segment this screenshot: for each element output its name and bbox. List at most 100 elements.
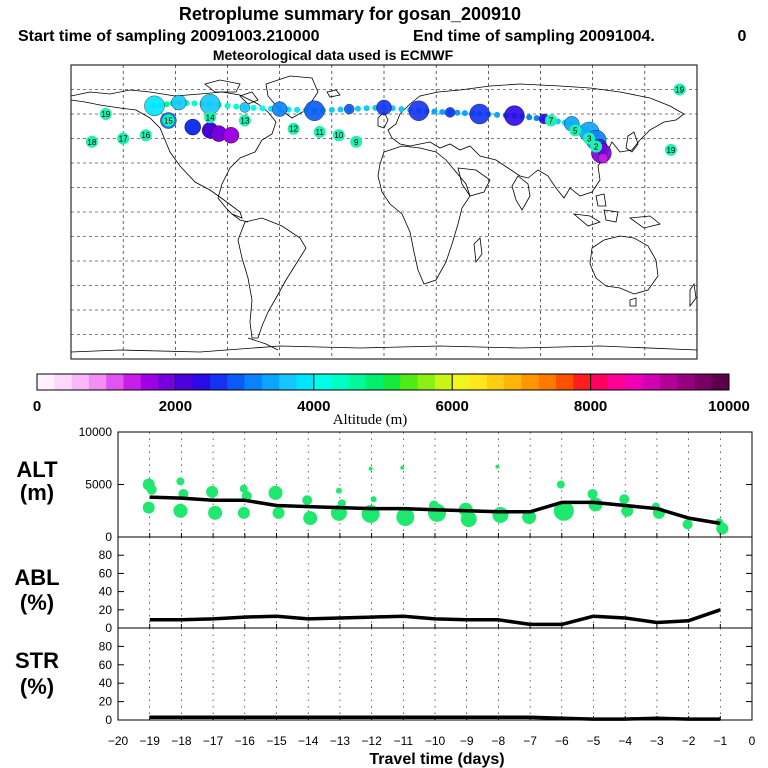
colorbar-cell [54,374,72,390]
altitude-cluster-dot [272,506,285,519]
day-label: 16 [141,131,150,140]
colorbar-cell [590,374,609,390]
plume-cluster-dot [344,103,355,115]
day-label-marker [544,114,557,127]
altitude-cluster-dot [146,484,157,495]
plume-trail-dot [250,104,257,111]
y-tick-label: 40 [99,676,113,690]
plume-cluster-dot [597,152,609,164]
x-tick-label: −11 [394,734,414,748]
plume-trail-dot [439,108,446,115]
day-label-marker [313,125,326,138]
altitude-cluster-dot [682,519,693,530]
altitude-cluster-dot [370,496,377,503]
day-label: 13 [240,117,249,126]
day-label-marker [569,124,582,137]
altitude-cluster-dot [142,501,155,514]
colorbar-tick-label: 4000 [297,398,330,415]
plume-cluster-dot [171,94,187,111]
colorbar-cell [279,374,297,390]
colorbar-tick-label: 10000 [708,398,750,415]
day-label: 10 [334,131,343,140]
panel-alt: 10000 5000 0 [79,425,753,544]
alt-panel-unit: (m) [20,480,54,505]
altitude-cluster-dot [208,505,223,520]
abl-panel-label: ABL [14,565,59,590]
plume-trail-dot [233,103,240,110]
colorbar-cell [123,374,142,390]
colorbar-cell [383,374,401,390]
plume-cluster-dot [408,100,429,121]
day-label-marker [350,135,363,148]
x-tick-label: −12 [361,734,382,748]
abl-series-line [149,608,721,627]
day-label: 11 [316,128,325,137]
colorbar-cell [106,374,124,390]
altitude-cluster-dot [619,494,630,505]
alt-panel-label: ALT [16,457,58,482]
panel-str: 80 60 40 20 0 [99,627,753,727]
day-label-marker [139,129,152,142]
day-label: 19 [666,146,675,155]
x-tick-label: −14 [298,734,319,748]
colorbar-cell [469,374,488,390]
figure-title: Retroplume summary for gosan_200910 [179,4,521,24]
colorbar-cell [244,374,263,390]
x-tick-label: −6 [555,734,569,748]
colorbar-cell [711,374,730,390]
plume-cluster-dot [504,105,525,126]
y-tick-label: 5000 [85,478,112,492]
colorbar-cell [313,374,332,390]
day-label-marker [583,132,596,145]
y-tick-label: 40 [99,585,113,599]
altitude-cluster-dot [553,500,574,521]
altitude-cluster-dot [268,485,283,500]
plume-day-labels: 15 14 13 12 11 10 9 19 18 17 16 19 19 7 532 [85,83,686,156]
x-tick-label: −9 [460,734,474,748]
x-tick-label: −18 [171,734,192,748]
altitude-cluster-dot [335,487,342,494]
altitude-cluster-dot [428,503,446,522]
day-label: 9 [354,138,359,147]
y-tick-label: 20 [99,695,113,709]
altitude-cluster-dot [368,466,373,471]
altitude-cluster-dot [556,480,565,489]
plume-cluster-dot [376,99,392,116]
altitude-cluster-dot [302,495,313,506]
colorbar-cell [71,374,90,390]
day-label: 17 [119,135,128,144]
altitude-cluster-dot [587,488,598,499]
colorbar-tick-label: 0 [33,398,41,415]
panel-abl: 80 60 40 20 0 [99,536,753,635]
plume-branch-dot [184,118,201,136]
x-tick-label: −5 [587,734,601,748]
plume-trail-dot [191,100,198,107]
day-label: 18 [87,138,96,147]
plume-trail-dot [294,106,301,113]
altitude-cluster-dot [206,485,219,498]
plume-cluster-dot [199,93,221,115]
day-label-marker [590,140,603,153]
plume-cluster-dot [144,95,165,117]
colorbar-tick-label: 6000 [436,398,469,415]
x-tick-label: −8 [492,734,506,748]
plume-trail-dot [354,105,361,112]
colorbar-tick-label: 8000 [574,398,607,415]
day-label: 3 [587,135,592,144]
day-label-marker [664,143,677,156]
y-tick-label: 60 [99,566,113,580]
altitude-cluster-dot [716,522,729,535]
plume-trail-dot [328,106,335,113]
x-tick-label: −16 [235,734,256,748]
altitude-cluster-dot [237,506,250,519]
altitude-cluster-dot [492,506,509,523]
colorbar-cell [607,374,626,390]
day-label: 2 [594,143,599,152]
y-tick-label: 0 [105,530,112,544]
x-tick-label: −10 [425,734,446,748]
colorbar-cell [694,374,712,390]
day-label: 19 [675,86,684,95]
colorbar-cell [261,374,280,390]
